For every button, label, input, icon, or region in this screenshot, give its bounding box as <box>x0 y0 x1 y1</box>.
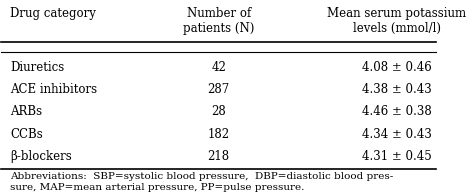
Text: Drug category: Drug category <box>10 7 96 20</box>
Text: 42: 42 <box>211 61 226 74</box>
Text: ARBs: ARBs <box>10 105 42 119</box>
Text: 4.38 ± 0.43: 4.38 ± 0.43 <box>362 83 432 96</box>
Text: 28: 28 <box>211 105 226 119</box>
Text: 4.31 ± 0.45: 4.31 ± 0.45 <box>362 150 432 163</box>
Text: 287: 287 <box>208 83 230 96</box>
Text: CCBs: CCBs <box>10 128 43 141</box>
Text: Diuretics: Diuretics <box>10 61 64 74</box>
Text: ACE inhibitors: ACE inhibitors <box>10 83 97 96</box>
Text: Number of
patients (N): Number of patients (N) <box>183 7 255 35</box>
Text: 4.34 ± 0.43: 4.34 ± 0.43 <box>362 128 432 141</box>
Text: Mean serum potassium
levels (mmol/l): Mean serum potassium levels (mmol/l) <box>328 7 466 35</box>
Text: Abbreviations:  SBP=systolic blood pressure,  DBP=diastolic blood pres-
sure, MA: Abbreviations: SBP=systolic blood pressu… <box>10 172 393 192</box>
Text: β-blockers: β-blockers <box>10 150 72 163</box>
Text: 182: 182 <box>208 128 230 141</box>
Text: 4.46 ± 0.38: 4.46 ± 0.38 <box>362 105 432 119</box>
Text: 218: 218 <box>208 150 230 163</box>
Text: 4.08 ± 0.46: 4.08 ± 0.46 <box>362 61 432 74</box>
